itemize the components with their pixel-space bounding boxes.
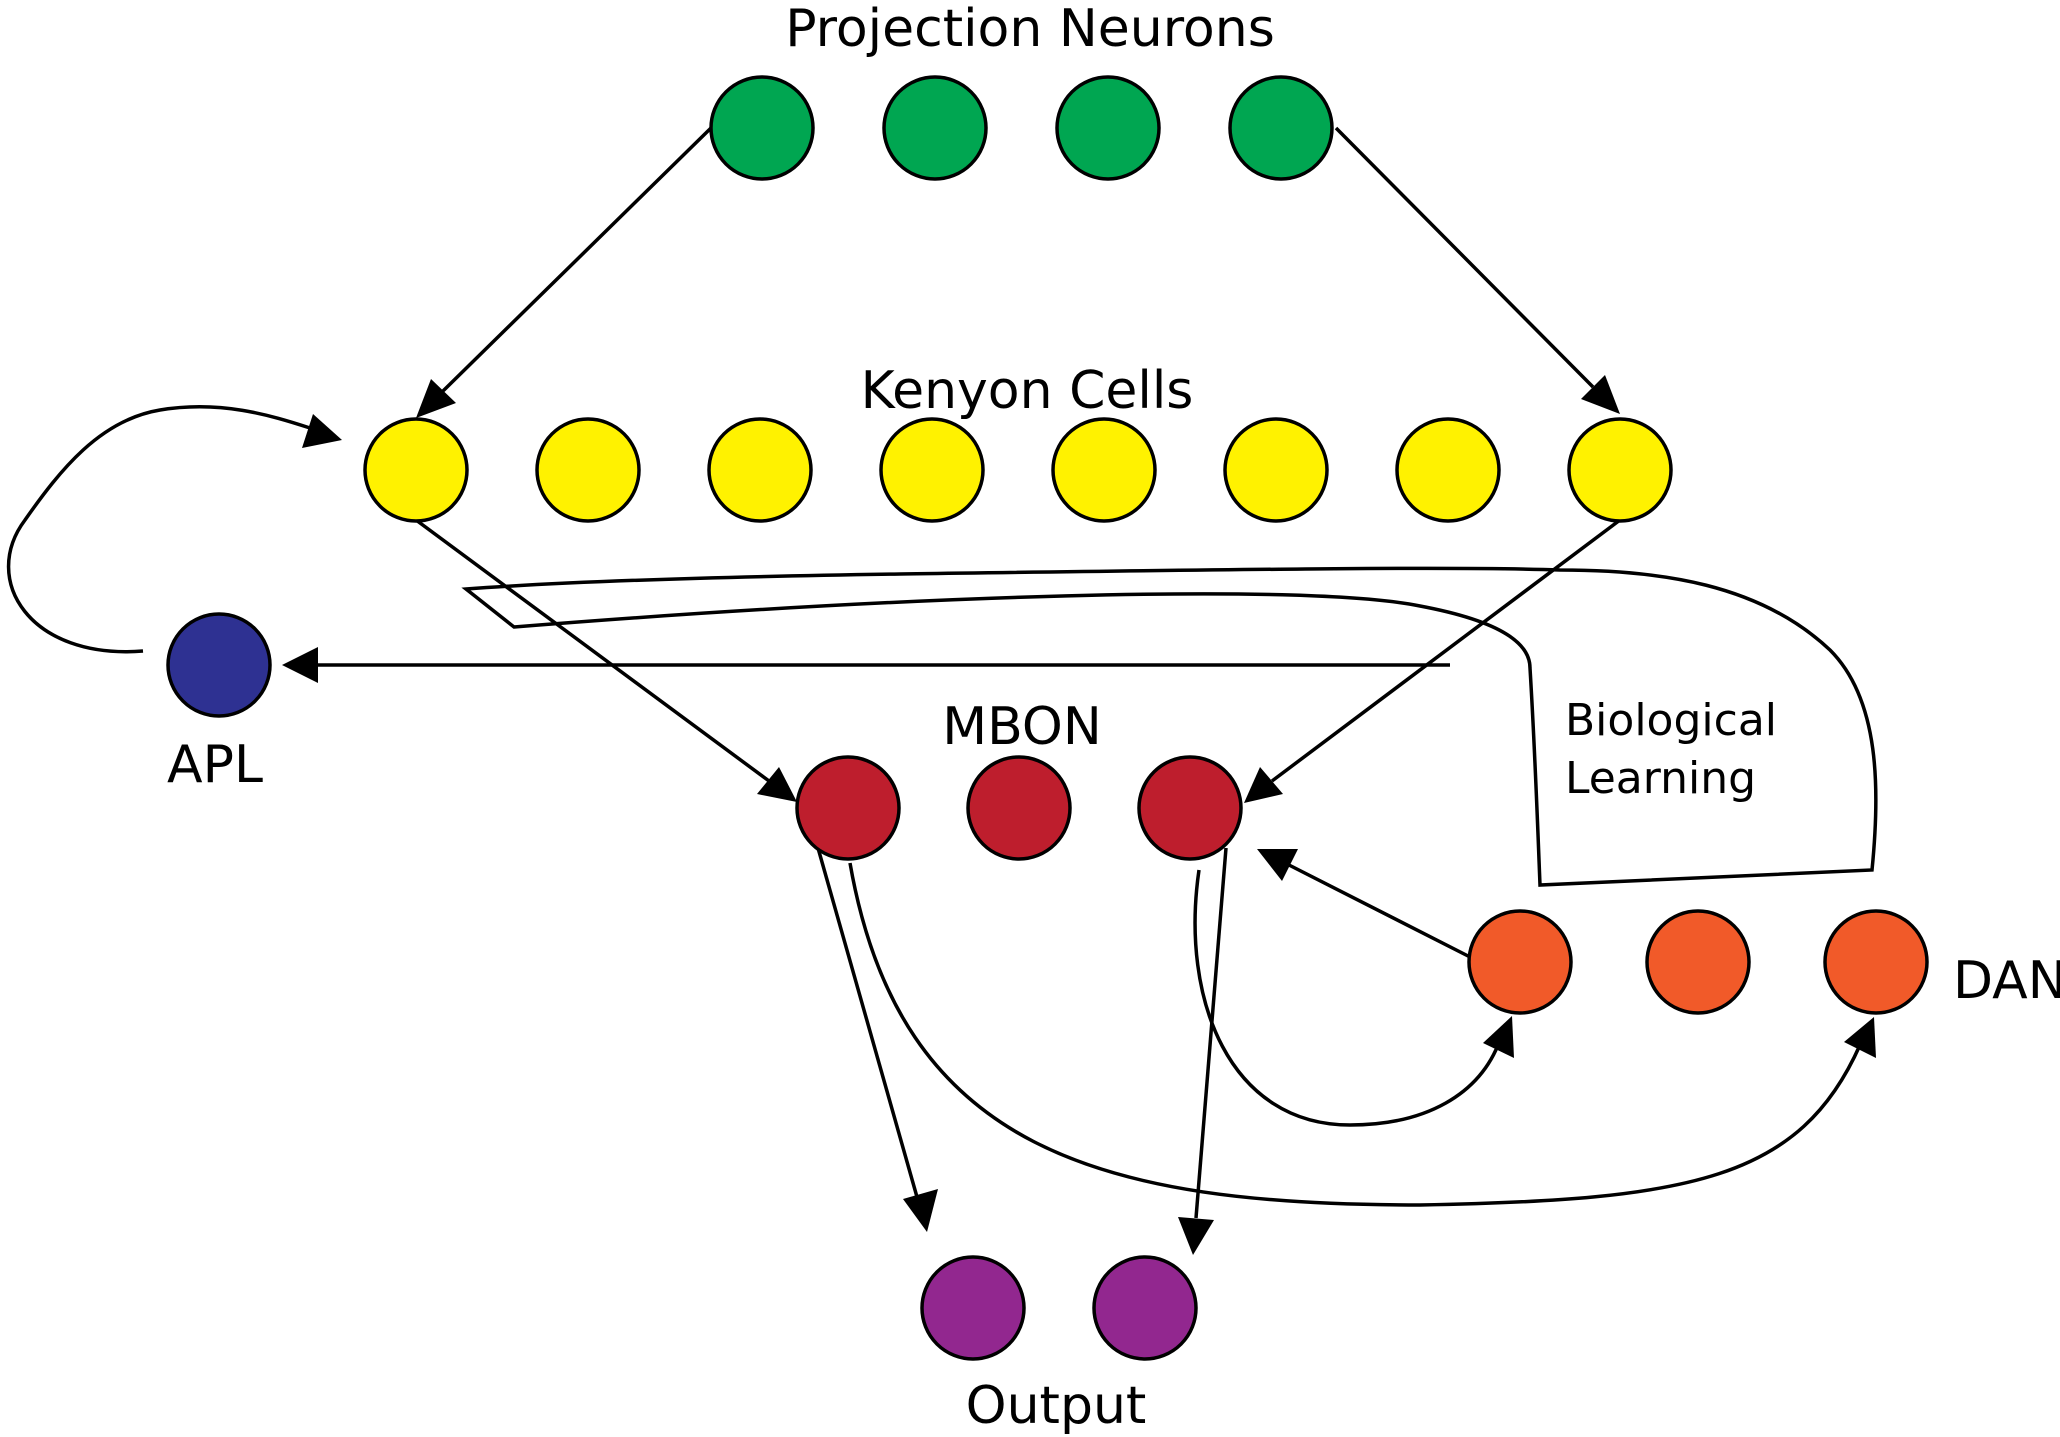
dan-neuron	[1467, 909, 1573, 1015]
output-group	[920, 1255, 1198, 1361]
kenyon-cell	[707, 417, 813, 523]
arrowhead	[757, 767, 797, 802]
arrowhead	[903, 1189, 938, 1232]
apl-group	[166, 612, 272, 718]
kenyon-cell	[363, 417, 469, 523]
projection-neurons-group	[709, 75, 1334, 181]
arrowhead	[1178, 1217, 1214, 1255]
kenyon-cells-label: Kenyon Cells	[861, 361, 1194, 421]
output-neuron	[1092, 1255, 1198, 1361]
output-neuron	[920, 1255, 1026, 1361]
kenyon-cell	[1567, 417, 1673, 523]
apl-neuron	[166, 612, 272, 718]
kenyon-cell	[535, 417, 641, 523]
edges	[6, 126, 1878, 1255]
kenyon-cell	[879, 417, 985, 523]
projection-neuron	[1228, 75, 1334, 181]
edge-kc-to-mbon-left	[414, 518, 771, 783]
edge-pn-to-kc-left	[441, 126, 713, 393]
edge-apl-feedback	[6, 404, 311, 654]
output-label: Output	[966, 1376, 1147, 1436]
mbon-label: MBON	[942, 697, 1101, 757]
arrowhead	[282, 647, 318, 683]
mbon-neuron	[966, 755, 1072, 861]
arrowhead	[1257, 849, 1298, 881]
arrowhead	[1844, 1017, 1876, 1058]
edge-mbon-to-output-right	[1194, 847, 1228, 1219]
dan-label: DAN	[1953, 951, 2060, 1011]
biological-learning-label-line2: Learning	[1565, 753, 1756, 804]
apl-label: APL	[167, 735, 263, 795]
mbon-neuron	[1137, 755, 1243, 861]
biological-learning-label-line1: Biological	[1565, 695, 1777, 746]
kenyon-cell	[1223, 417, 1329, 523]
edge-mbon-to-dan-far	[848, 862, 1862, 1207]
projection-neuron	[882, 75, 988, 181]
dan-group	[1467, 909, 1929, 1015]
arrowhead	[1581, 375, 1620, 414]
edge-pn-to-kc-right	[1334, 126, 1595, 389]
edge-mbon-to-output-left	[816, 847, 919, 1198]
dan-neuron	[1823, 909, 1929, 1015]
projection-neuron	[709, 75, 815, 181]
edge-mbon-to-dan-near	[1193, 869, 1502, 1127]
projection-neurons-label: Projection Neurons	[785, 0, 1275, 59]
mbon-neuron	[795, 755, 901, 861]
biological-learning-bracket	[461, 566, 1878, 887]
kenyon-cell	[1051, 417, 1157, 523]
edge-kc-to-mbon-right	[1270, 518, 1622, 783]
edge-dan-to-mbon	[1288, 863, 1473, 960]
mbon-group	[795, 755, 1243, 861]
arrowhead	[1244, 767, 1283, 803]
projection-neuron	[1055, 75, 1161, 181]
kenyon-cells-group	[363, 417, 1673, 523]
arrowhead	[1483, 1016, 1514, 1058]
arrowhead	[302, 414, 342, 448]
arrowhead	[416, 379, 456, 418]
dan-neuron	[1645, 909, 1751, 1015]
kenyon-cell	[1395, 417, 1501, 523]
